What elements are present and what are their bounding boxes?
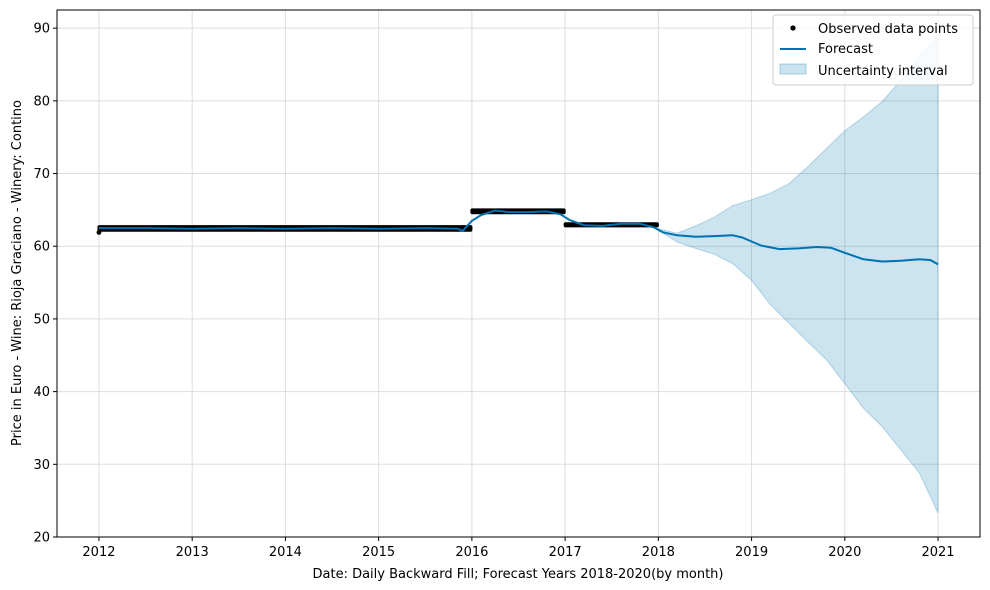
x-tick-label: 2019 [735,545,768,560]
plot-frame [56,9,981,538]
y-tick-label: 90 [33,22,50,37]
uncertainty-area [657,34,939,514]
observed-point [96,230,102,235]
legend: Observed data points Forecast Uncertaint… [772,14,974,86]
uncertainty-band [657,34,939,514]
x-axis: 2012 2013 2014 2015 2016 2017 2018 2019 2020 2021 [82,537,955,560]
y-axis: 20 30 40 50 60 70 80 90 [33,22,57,546]
x-axis-label: Date: Daily Backward Fill; Forecast Year… [313,567,724,582]
x-tick-label: 2013 [176,545,209,560]
forecast-line [99,209,939,266]
x-tick-label: 2018 [642,545,675,560]
x-tick-label: 2015 [362,545,395,560]
forecast-line-group [99,209,939,266]
x-tick-label: 2021 [921,545,954,560]
x-tick-label: 2020 [828,545,861,560]
x-tick-label: 2017 [549,545,582,560]
y-tick-label: 60 [33,240,50,255]
y-tick-label: 30 [33,458,50,473]
y-axis-label: Price in Euro - Wine: Rioja Graciano - W… [10,100,25,446]
legend-observed-label: Observed data points [818,22,958,37]
y-tick-label: 20 [33,531,50,546]
y-tick-label: 40 [33,385,50,400]
legend-observed-marker [790,25,796,31]
legend-uncertainty-label: Uncertainty interval [818,64,948,79]
legend-uncertainty-swatch [779,63,807,75]
y-tick-label: 80 [33,94,50,109]
legend-frame [772,14,974,86]
y-tick-label: 70 [33,167,50,182]
y-tick-label: 50 [33,312,50,327]
x-tick-label: 2012 [82,545,115,560]
x-tick-label: 2016 [455,545,488,560]
x-tick-label: 2014 [269,545,302,560]
legend-forecast-label: Forecast [818,42,873,57]
